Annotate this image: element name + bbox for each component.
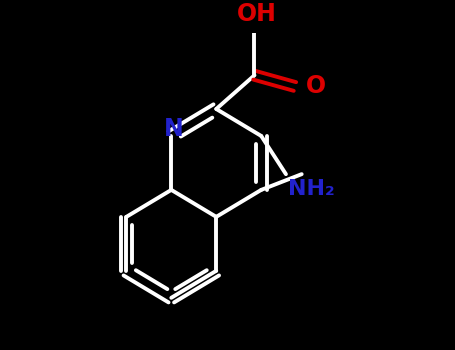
Text: NH₂: NH₂: [288, 178, 335, 199]
Text: N: N: [164, 117, 183, 141]
Text: O: O: [306, 75, 326, 98]
Text: OH: OH: [237, 2, 277, 26]
